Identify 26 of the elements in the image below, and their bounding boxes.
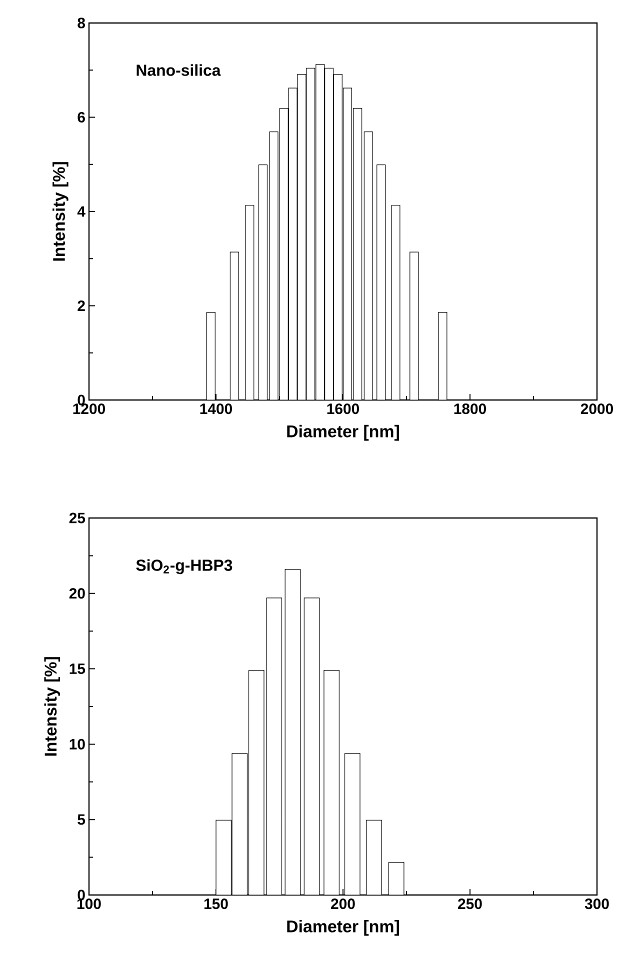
y-tick-label: 5	[78, 814, 86, 825]
annotation: Nano-silica	[136, 64, 221, 76]
x-tick-label: 300	[584, 898, 609, 910]
x-tick-label: 100	[77, 898, 101, 910]
y-axis-title: Intensity [%]	[44, 657, 60, 756]
y-tick-label: 15	[70, 664, 86, 674]
y-tick-label: 8	[78, 18, 86, 28]
y-axis-title: Intensity [%]	[52, 162, 68, 261]
y-tick-label: 25	[69, 512, 86, 524]
y-tick-label: 6	[78, 112, 85, 123]
y-tick-label: 10	[70, 738, 85, 750]
x-tick-label: 150	[204, 898, 228, 910]
y-tick-label: 2	[78, 300, 85, 311]
x-tick-label: 1200	[73, 404, 105, 414]
y-tick-label: 4	[77, 206, 86, 217]
x-axis-title: Diameter [nm]	[287, 920, 399, 936]
y-tick-label: 0	[78, 394, 85, 406]
x-tick-label: 1400	[200, 404, 232, 414]
x-tick-label: 1800	[454, 404, 486, 414]
y-tick-label: 20	[69, 588, 85, 599]
annotation: SiO$_{2}$-g-HBP3	[136, 559, 232, 574]
x-tick-label: 1600	[327, 404, 359, 414]
x-tick-label: 2000	[580, 404, 613, 414]
x-tick-label: 200	[331, 898, 355, 910]
x-axis-title: Diameter [nm]	[287, 424, 399, 441]
x-tick-label: 250	[458, 898, 482, 910]
